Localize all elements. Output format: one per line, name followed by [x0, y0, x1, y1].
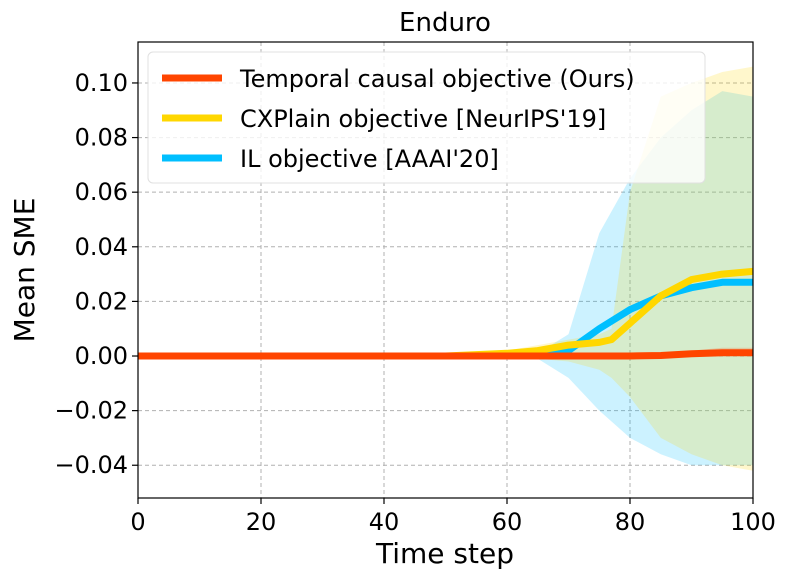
plot-frame — [137, 41, 754, 499]
x-tick-label: 60 — [492, 508, 523, 536]
series-lines — [138, 267, 753, 360]
legend-label: Temporal causal objective (Ours) — [239, 65, 635, 93]
x-tick-label: 40 — [369, 508, 400, 536]
y-tick-label: −0.02 — [54, 397, 128, 425]
chart-title: Enduro — [399, 8, 491, 38]
legend-label: IL objective [AAAI'20] — [240, 145, 499, 173]
series-band — [138, 66, 753, 471]
x-tick-label: 0 — [130, 508, 145, 536]
y-ticks: −0.04 −0.02 0.00 0.02 0.04 0.06 0.08 0.10 — [54, 69, 138, 479]
x-axis-title: Time step — [375, 537, 514, 570]
series-band — [138, 91, 753, 466]
y-tick-label: 0.06 — [75, 178, 128, 206]
x-tick-label: 20 — [246, 508, 277, 536]
y-tick-label: −0.04 — [54, 451, 128, 479]
legend: Temporal causal objective (Ours) CXPlain … — [147, 51, 706, 184]
y-tick-label: 0.04 — [75, 233, 128, 261]
legend-box — [147, 51, 706, 184]
y-tick-label: 0.10 — [75, 69, 128, 97]
x-tick-label: 80 — [615, 508, 646, 536]
series-line — [138, 349, 753, 360]
y-tick-label: 0.08 — [75, 124, 128, 152]
x-tick-label: 100 — [730, 508, 776, 536]
y-tick-label: 0.02 — [75, 287, 128, 315]
x-ticks: 0 20 40 60 80 100 — [130, 498, 776, 536]
y-tick-label: 0.00 — [75, 342, 128, 370]
y-axis-title: Mean SME — [8, 198, 41, 343]
legend-label: CXPlain objective [NeurIPS'19] — [240, 105, 606, 133]
